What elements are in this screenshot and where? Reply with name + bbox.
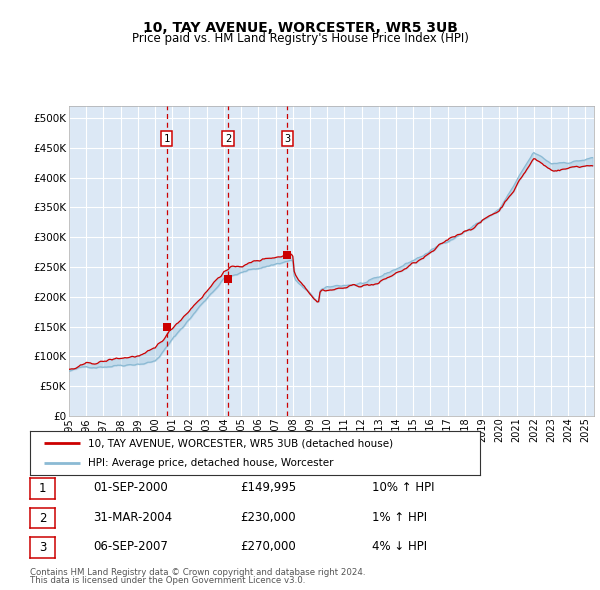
Text: 2: 2: [39, 512, 46, 525]
Text: £270,000: £270,000: [240, 540, 296, 553]
Text: 01-SEP-2000: 01-SEP-2000: [93, 481, 168, 494]
Text: This data is licensed under the Open Government Licence v3.0.: This data is licensed under the Open Gov…: [30, 576, 305, 585]
Text: Contains HM Land Registry data © Crown copyright and database right 2024.: Contains HM Land Registry data © Crown c…: [30, 568, 365, 577]
Text: 06-SEP-2007: 06-SEP-2007: [93, 540, 168, 553]
Text: 1: 1: [39, 482, 46, 495]
Text: 10, TAY AVENUE, WORCESTER, WR5 3UB (detached house): 10, TAY AVENUE, WORCESTER, WR5 3UB (deta…: [89, 438, 394, 448]
Text: 1: 1: [163, 134, 170, 144]
Text: 10% ↑ HPI: 10% ↑ HPI: [372, 481, 434, 494]
Text: 4% ↓ HPI: 4% ↓ HPI: [372, 540, 427, 553]
Text: 10, TAY AVENUE, WORCESTER, WR5 3UB: 10, TAY AVENUE, WORCESTER, WR5 3UB: [143, 21, 457, 35]
Text: HPI: Average price, detached house, Worcester: HPI: Average price, detached house, Worc…: [89, 458, 334, 467]
Text: 1% ↑ HPI: 1% ↑ HPI: [372, 511, 427, 524]
Text: £149,995: £149,995: [240, 481, 296, 494]
Text: Price paid vs. HM Land Registry's House Price Index (HPI): Price paid vs. HM Land Registry's House …: [131, 32, 469, 45]
Text: 31-MAR-2004: 31-MAR-2004: [93, 511, 172, 524]
Text: 2: 2: [225, 134, 232, 144]
Text: £230,000: £230,000: [240, 511, 296, 524]
Text: 3: 3: [39, 541, 46, 554]
Text: 3: 3: [284, 134, 290, 144]
